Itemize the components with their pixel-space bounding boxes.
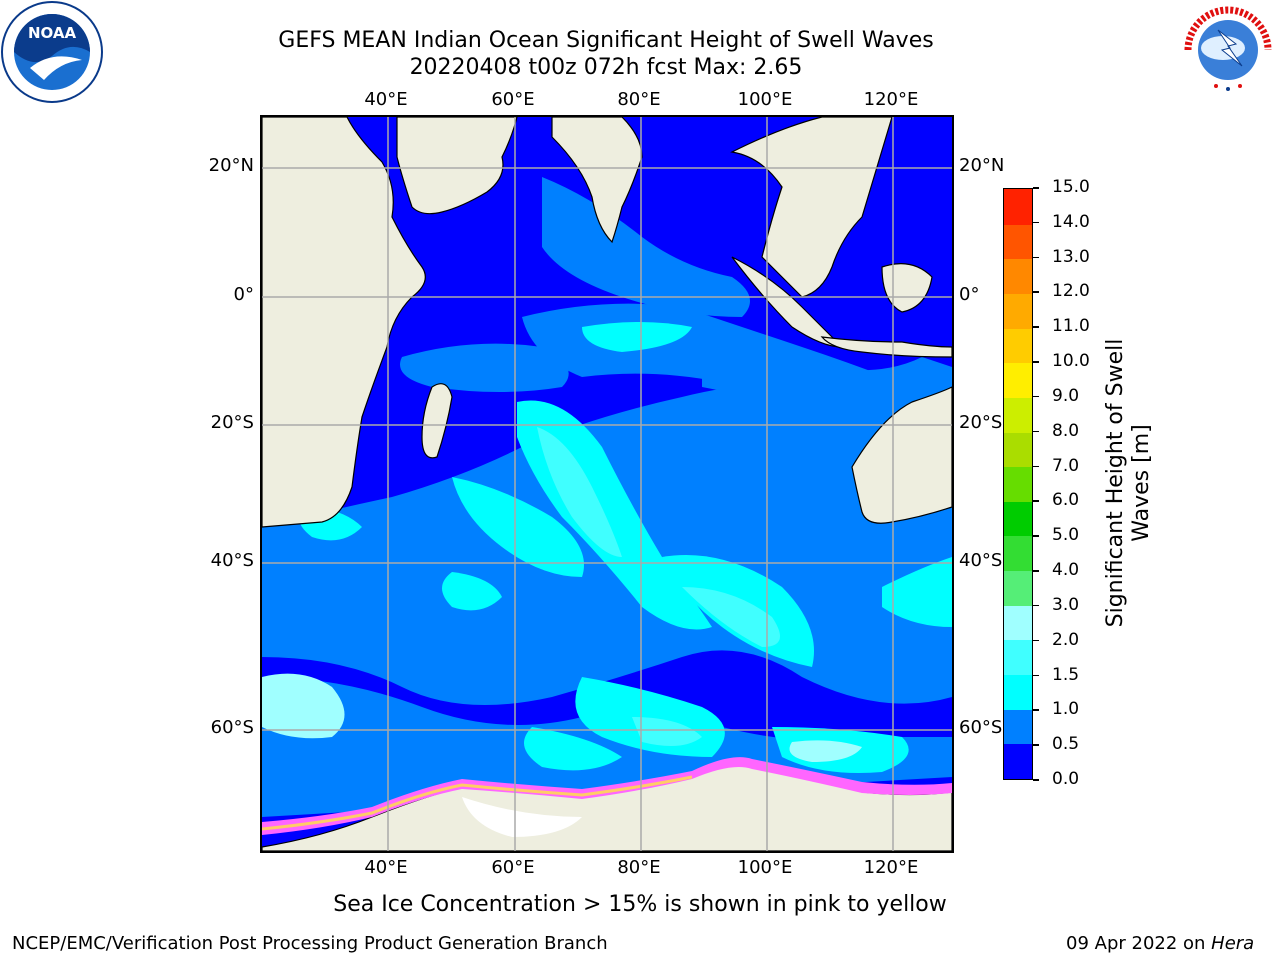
lon-tick-top: 100°E (737, 89, 793, 110)
colorbar-tick-label: 12.0 (1052, 281, 1090, 302)
lon-tick-bottom: 60°E (491, 857, 535, 878)
colorbar-segment (1004, 708, 1032, 745)
lon-tick-bottom: 80°E (617, 857, 661, 878)
colorbar-tick-label: 1.5 (1052, 664, 1080, 685)
colorbar-tick-label: 9.0 (1052, 385, 1080, 406)
colorbar-tick-mark (1033, 221, 1039, 224)
colorbar-segment (1004, 465, 1032, 502)
colorbar-tick-mark (1033, 639, 1039, 642)
colorbar-segment (1004, 188, 1032, 225)
colorbar-segment (1004, 223, 1032, 260)
lat-tick-right: 20°N (959, 155, 1005, 176)
colorbar-segment (1004, 257, 1032, 294)
lat-tick-right: 0° (959, 284, 980, 305)
colorbar-tick-mark (1033, 361, 1039, 363)
colorbar-tick-label: 0.0 (1052, 769, 1080, 789)
colorbar-tick-label: 1.0 (1052, 699, 1080, 720)
colorbar-tick-label: 0.5 (1052, 734, 1080, 755)
colorbar-tick-label: 2.0 (1052, 629, 1080, 650)
nws-logo (1178, 0, 1278, 100)
noaa-logo: NOAA (0, 0, 104, 104)
colorbar-tick-label: 11.0 (1052, 316, 1090, 337)
swell-band-2.0-3.0 (262, 673, 862, 762)
lon-tick-top: 80°E (617, 89, 661, 110)
lat-tick-left: 0° (233, 284, 254, 305)
footer-credit: NCEP/EMC/Verification Post Processing Pr… (12, 933, 608, 954)
colorbar-tick-mark (1033, 709, 1039, 711)
colorbar-tick-label: 4.0 (1052, 560, 1080, 581)
colorbar-segment (1004, 292, 1032, 329)
colorbar-tick-label: 5.0 (1052, 525, 1080, 546)
colorbar-segment (1004, 639, 1032, 676)
colorbar-segment (1004, 500, 1032, 537)
footer-date-text: 09 Apr 2022 on (1066, 933, 1212, 954)
colorbar-tick-mark (1033, 674, 1039, 677)
lat-tick-left: 20°N (208, 155, 254, 176)
lat-tick-right: 20°S (959, 412, 1003, 433)
lon-tick-bottom: 100°E (737, 857, 793, 878)
colorbar-tick-mark (1033, 187, 1039, 189)
colorbar-tick-mark (1033, 500, 1039, 502)
lat-tick-left: 20°S (210, 412, 254, 433)
colorbar-tick-mark (1033, 430, 1039, 433)
colorbar-tick-mark (1033, 744, 1039, 746)
chart-subtitle: 20220408 t00z 072h fcst Max: 2.65 (409, 55, 803, 80)
lat-tick-left: 40°S (210, 550, 254, 571)
lon-tick-top: 40°E (364, 89, 408, 110)
lon-tick-bottom: 120°E (863, 857, 919, 878)
map-panel (260, 115, 954, 853)
colorbar-tick-label: 8.0 (1052, 420, 1080, 441)
colorbar-tick-label: 13.0 (1052, 246, 1090, 267)
swell-height-map (262, 117, 952, 851)
sea-ice-edge (262, 757, 952, 837)
lat-tick-right: 40°S (959, 550, 1003, 571)
lon-tick-bottom: 40°E (364, 857, 408, 878)
chart-title: GEFS MEAN Indian Ocean Significant Heigh… (278, 28, 934, 53)
colorbar-tick-mark (1033, 465, 1039, 468)
colorbar-label: Significant Height of Swell Waves [m] (1103, 338, 1154, 628)
colorbar (1003, 188, 1033, 780)
colorbar-segment (1004, 431, 1032, 468)
graticule (262, 117, 952, 851)
colorbar-tick-label: 7.0 (1052, 455, 1080, 476)
lat-tick-left: 60°S (210, 717, 254, 738)
colorbar-segment (1004, 361, 1032, 398)
colorbar-tick-mark (1033, 570, 1039, 572)
colorbar-tick-mark (1033, 779, 1039, 781)
colorbar-tick-label: 3.0 (1052, 594, 1080, 615)
colorbar-segment (1004, 604, 1032, 641)
colorbar-segment (1004, 396, 1032, 433)
colorbar-tick-mark (1033, 291, 1039, 293)
colorbar-segment (1004, 327, 1032, 364)
colorbar-tick-label: 10.0 (1052, 351, 1090, 372)
colorbar-tick-mark (1033, 326, 1039, 328)
colorbar-segment (1004, 673, 1032, 710)
footer-machine: Hera (1211, 933, 1255, 954)
sea-ice-note: Sea Ice Concentration > 15% is shown in … (333, 892, 947, 917)
footer-date: 09 Apr 2022 on Hera (1066, 934, 1254, 954)
noaa-logo-text: NOAA (28, 24, 77, 42)
colorbar-tick-label: 14.0 (1052, 211, 1090, 232)
colorbar-tick-mark (1033, 395, 1039, 398)
colorbar-tick-label: 15.0 (1052, 177, 1090, 197)
colorbar-tick-mark (1033, 256, 1039, 259)
colorbar-segment (1004, 569, 1032, 606)
colorbar-segment (1004, 535, 1032, 572)
lat-tick-right: 60°S (959, 717, 1003, 738)
colorbar-label-wrap: Significant Height of Swell Waves [m] (1103, 330, 1154, 640)
swell-band-1.5-2.0 (537, 427, 780, 746)
colorbar-segment (1004, 743, 1032, 779)
colorbar-tick-mark (1033, 604, 1039, 607)
lon-tick-top: 60°E (491, 89, 535, 110)
colorbar-tick-mark (1033, 535, 1039, 537)
lon-tick-top: 120°E (863, 89, 919, 110)
colorbar-tick-label: 6.0 (1052, 490, 1080, 511)
